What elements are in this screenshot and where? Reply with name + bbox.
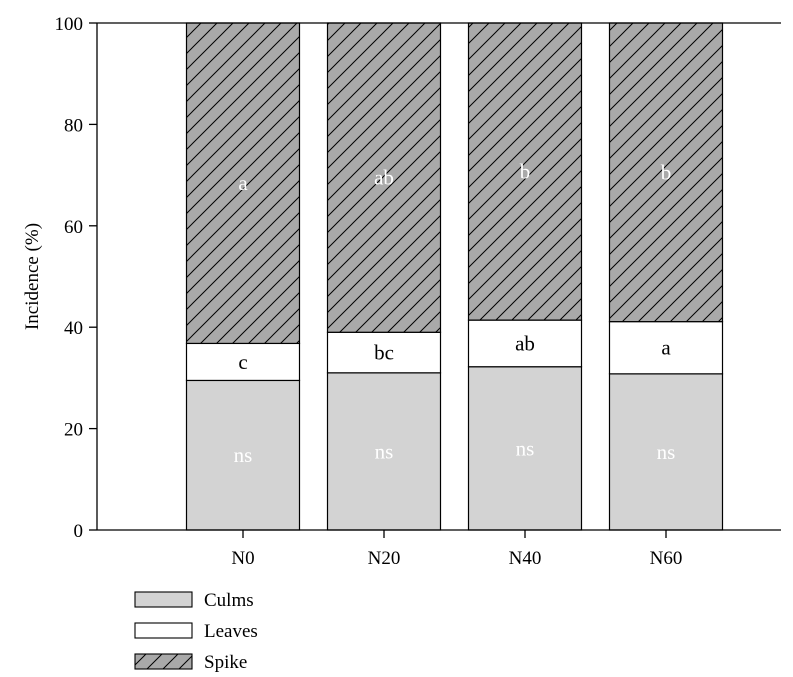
bar-spike-n40 (467, 22, 583, 321)
data-label-culms-n20: ns (375, 439, 394, 463)
x-tick-label: N40 (509, 548, 542, 569)
data-label-leaves-n20: bc (374, 341, 394, 365)
legend-swatch-leaves (134, 622, 193, 639)
y-axis-title: Incidence (%) (22, 223, 43, 330)
legend-label-culms: Culms (204, 590, 254, 611)
data-label-leaves-n60: a (661, 336, 671, 360)
data-label-culms-n40: ns (516, 436, 535, 460)
legend-label-spike: Spike (204, 652, 247, 673)
data-label-spike-n40: b (520, 160, 531, 184)
legend-swatch-culms (134, 591, 193, 608)
bar-leaves-n60 (608, 321, 724, 375)
y-tick-label: 20 (64, 420, 83, 441)
bar-culms-n0 (185, 379, 301, 531)
legend-label-leaves: Leaves (204, 621, 258, 642)
bar-spike-n20 (326, 22, 442, 333)
bar-culms-n60 (608, 373, 724, 531)
legend-swatch-spike (134, 653, 193, 670)
data-label-spike-n0: a (238, 171, 248, 195)
data-label-leaves-n40: ab (515, 331, 535, 355)
x-tick-label: N60 (650, 548, 683, 569)
bar-leaves-n0 (185, 342, 301, 382)
y-tick-label: 100 (55, 14, 84, 35)
bar-leaves-n20 (326, 331, 442, 374)
data-label-spike-n60: b (661, 160, 672, 184)
data-label-culms-n0: ns (234, 443, 253, 467)
x-tick-label: N20 (368, 548, 401, 569)
bar-spike-n60 (608, 22, 724, 323)
bar-culms-n20 (326, 372, 442, 531)
data-label-culms-n60: ns (657, 440, 676, 464)
bar-leaves-n40 (467, 319, 583, 368)
y-tick-label: 80 (64, 115, 83, 136)
data-label-leaves-n0: c (238, 350, 247, 374)
y-tick-label: 60 (64, 217, 83, 238)
data-label-spike-n20: ab (374, 166, 394, 190)
y-tick-label: 0 (74, 521, 84, 542)
y-tick-label: 40 (64, 318, 83, 339)
x-tick-label: N0 (231, 548, 254, 569)
